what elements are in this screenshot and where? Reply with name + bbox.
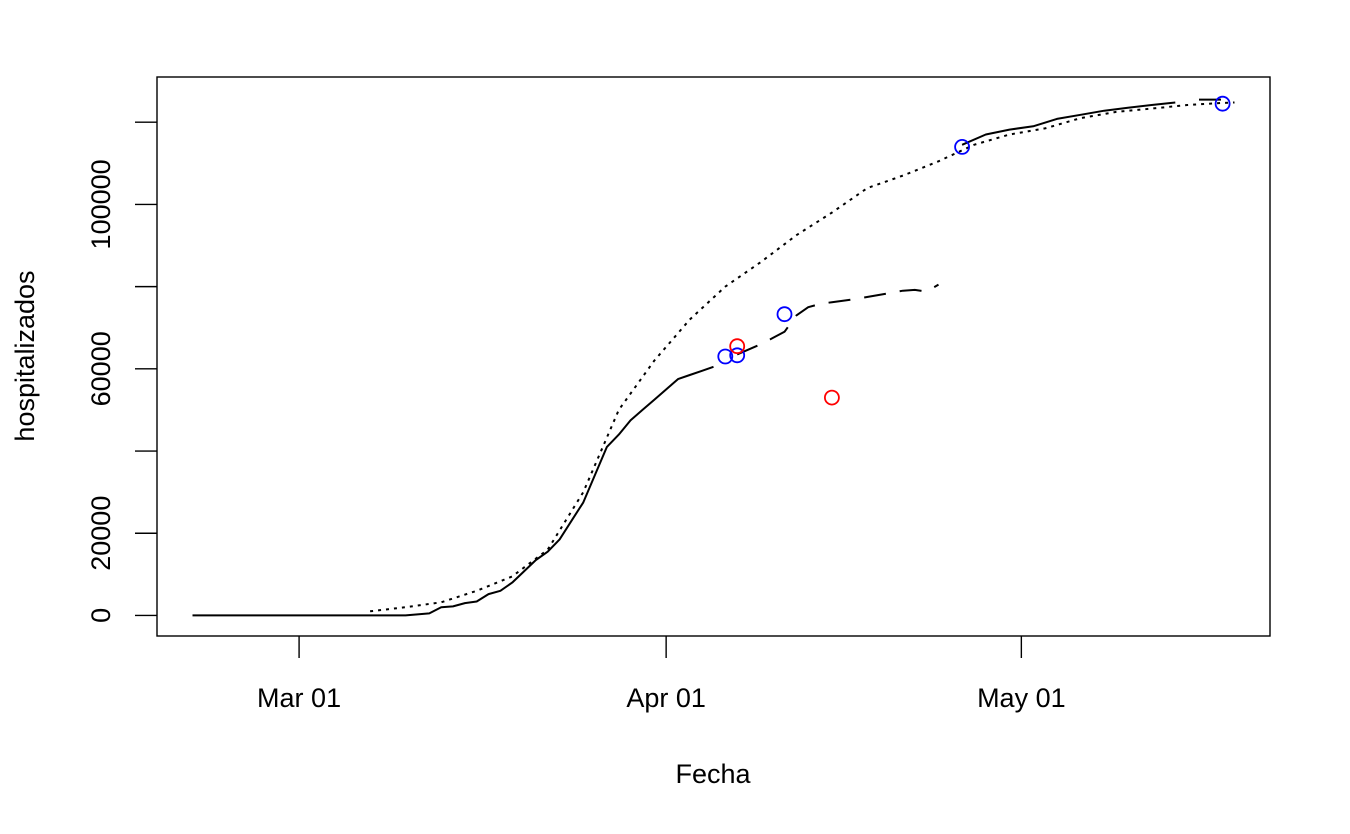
x-tick-label-0: Mar 01 xyxy=(257,683,341,713)
y-axis-title: hospitalizados xyxy=(10,270,40,441)
data-point-6 xyxy=(1214,95,1231,112)
y-tick-label-3: 60000 xyxy=(86,331,116,406)
data-point-3 xyxy=(776,306,793,323)
x-tick-label-1: Apr 01 xyxy=(626,683,706,713)
data-point-5 xyxy=(954,138,970,155)
y-axis: 0 20000 60000 100000 xyxy=(86,121,157,623)
data-point-2 xyxy=(729,338,746,355)
data-point-4 xyxy=(824,389,840,406)
y-tick-label-5: 100000 xyxy=(86,159,116,249)
points-layer xyxy=(717,95,1231,406)
y-tick-label-1: 20000 xyxy=(86,496,116,571)
x-axis-title: Fecha xyxy=(675,759,751,789)
series-line-solid-0 xyxy=(192,365,714,617)
y-tick-label-0: 0 xyxy=(86,608,116,623)
data-point-1 xyxy=(729,347,746,364)
x-axis: Mar 01 Apr 01 May 01 xyxy=(257,636,1066,713)
series-line-solid-2 xyxy=(961,101,1176,146)
plot-frame xyxy=(156,76,1271,637)
x-tick-label-2: May 01 xyxy=(977,683,1066,713)
series-layer xyxy=(192,98,1235,617)
data-point-0 xyxy=(717,348,734,365)
series-line-dotted-4 xyxy=(369,101,1235,613)
series-line-dashed-1 xyxy=(736,283,940,356)
